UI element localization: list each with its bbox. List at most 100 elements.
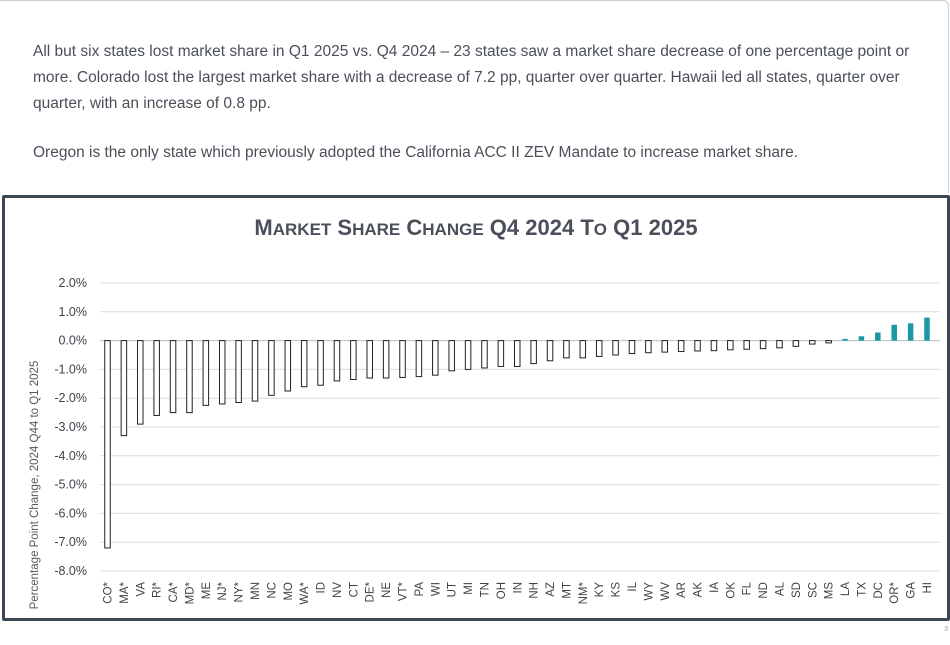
oregon-note-paragraph: Oregon is the only state which previousl… <box>33 144 799 161</box>
bar-il <box>628 340 636 355</box>
x-tick-label: TN <box>479 582 491 597</box>
bar-ca <box>169 340 177 414</box>
y-tick-label: -2.0% <box>54 391 87 405</box>
chart-frame: 2.0% 1.0% 0.0% -1.0% -2.0% -3.0% -4.0% -5.0% -6.… <box>2 195 950 621</box>
x-tick-label: MA* <box>119 581 131 603</box>
x-tick-label: LA <box>840 582 852 596</box>
x-tick-label: WV <box>660 582 672 601</box>
bar-mt <box>563 340 570 359</box>
page-number: 3 <box>944 626 948 633</box>
x-tick-label: AR <box>676 582 688 598</box>
x-tick-label: MI <box>463 582 475 595</box>
x-tick-label: WA* <box>299 581 311 604</box>
y-tick-label: -6.0% <box>54 506 87 520</box>
x-tick-label: RI* <box>152 581 164 598</box>
bar-wi <box>432 340 439 376</box>
x-tick-label: AK <box>693 582 705 598</box>
bar-wy <box>645 340 652 354</box>
bar-tn <box>481 340 488 369</box>
bar-az <box>546 340 554 362</box>
y-tick-label: 0.0% <box>59 334 88 348</box>
x-tick-label: NE <box>381 582 393 598</box>
y-tick-label: 1.0% <box>59 305 88 319</box>
chart-gridlines <box>100 282 940 572</box>
bar-oh <box>497 340 505 368</box>
bar-fl <box>743 340 750 350</box>
x-tick-label: CO* <box>103 581 115 603</box>
market-share-bar-chart: 2.0% 1.0% 0.0% -1.0% -2.0% -3.0% -4.0% -5.0% -6.… <box>29 215 940 610</box>
x-tick-label: CA* <box>168 581 180 602</box>
x-tick-label: IA <box>709 582 721 593</box>
x-tick-label: MD* <box>184 581 196 604</box>
x-tick-label: NJ* <box>217 581 229 600</box>
bar-ks <box>612 340 619 356</box>
x-tick-label: OR* <box>889 581 901 603</box>
x-tick-label: VA <box>135 582 147 597</box>
x-tick-label: NY* <box>234 581 246 602</box>
bar-va <box>137 340 144 425</box>
x-tick-label: MN <box>250 582 262 600</box>
bar-nc <box>268 340 275 396</box>
x-tick-label: KS <box>611 582 623 598</box>
x-tick-label: FL <box>742 581 754 595</box>
bar-ne <box>382 340 390 379</box>
bar-md <box>186 340 193 414</box>
x-tick-label: WI <box>430 582 442 596</box>
x-tick-label: TX <box>856 582 868 597</box>
x-tick-label: NM* <box>578 581 590 604</box>
bar-ok <box>727 340 734 351</box>
bar-tx <box>858 336 865 341</box>
bar-al <box>776 340 783 349</box>
bar-mi <box>464 340 472 370</box>
bar-me <box>202 340 210 406</box>
bar-ar <box>677 340 685 353</box>
x-tick-label: PA <box>414 582 426 597</box>
x-tick-label: OH <box>496 582 508 599</box>
bar-mn <box>251 340 259 402</box>
x-tick-label: SC <box>807 582 819 598</box>
x-tick-label: AL <box>774 581 786 596</box>
bar-nh <box>530 340 537 365</box>
bar-in <box>514 340 521 368</box>
y-axis-ticks: 2.0% 1.0% 0.0% -1.0% -2.0% -3.0% -4.0% -5.0% -6.… <box>54 276 87 578</box>
y-tick-label: -5.0% <box>54 478 87 492</box>
bar-ak <box>694 340 701 352</box>
bar-ut <box>448 340 455 372</box>
x-tick-label: IN <box>512 582 524 594</box>
x-tick-label: NC <box>266 582 278 599</box>
chart-bars <box>104 317 930 549</box>
bar-nj <box>218 340 226 405</box>
summary-card: All but six states lost market share in … <box>0 0 949 193</box>
x-tick-label: MS <box>824 582 836 600</box>
chart-title: MARKET SHARE CHANGE Q4 2024 TO Q1 2025 <box>254 215 697 240</box>
x-tick-label: OK <box>725 582 737 599</box>
x-tick-label: MO <box>283 582 295 601</box>
bar-nv <box>333 340 341 382</box>
bar-de <box>366 340 373 379</box>
x-tick-label: CT <box>348 582 360 597</box>
x-tick-label: KY <box>594 582 606 598</box>
bar-sd <box>792 340 800 347</box>
x-tick-label: UT <box>447 582 459 597</box>
x-tick-label: IL <box>627 581 639 591</box>
bar-or <box>891 324 897 341</box>
bar-mo <box>284 340 292 392</box>
bar-wa <box>300 340 308 388</box>
x-tick-label: SD <box>791 582 803 598</box>
bar-vt <box>399 340 406 378</box>
x-tick-label: GA <box>906 582 918 599</box>
x-tick-label: NV <box>332 582 344 598</box>
bar-dc <box>875 332 881 341</box>
y-tick-label: -8.0% <box>54 564 87 578</box>
y-axis-label: Percentage Point Change, 2024 Q44 to Q1 … <box>29 361 41 610</box>
bar-co <box>104 340 111 549</box>
x-tick-label: HI <box>922 582 934 594</box>
x-tick-label: ID <box>316 582 328 594</box>
bar-wv <box>661 340 669 353</box>
bar-nd <box>759 340 767 350</box>
y-tick-label: -4.0% <box>54 449 87 463</box>
y-tick-label: -7.0% <box>54 535 87 549</box>
bar-hi <box>924 317 930 341</box>
x-tick-label: NH <box>529 582 541 599</box>
y-tick-label: -3.0% <box>54 420 87 434</box>
